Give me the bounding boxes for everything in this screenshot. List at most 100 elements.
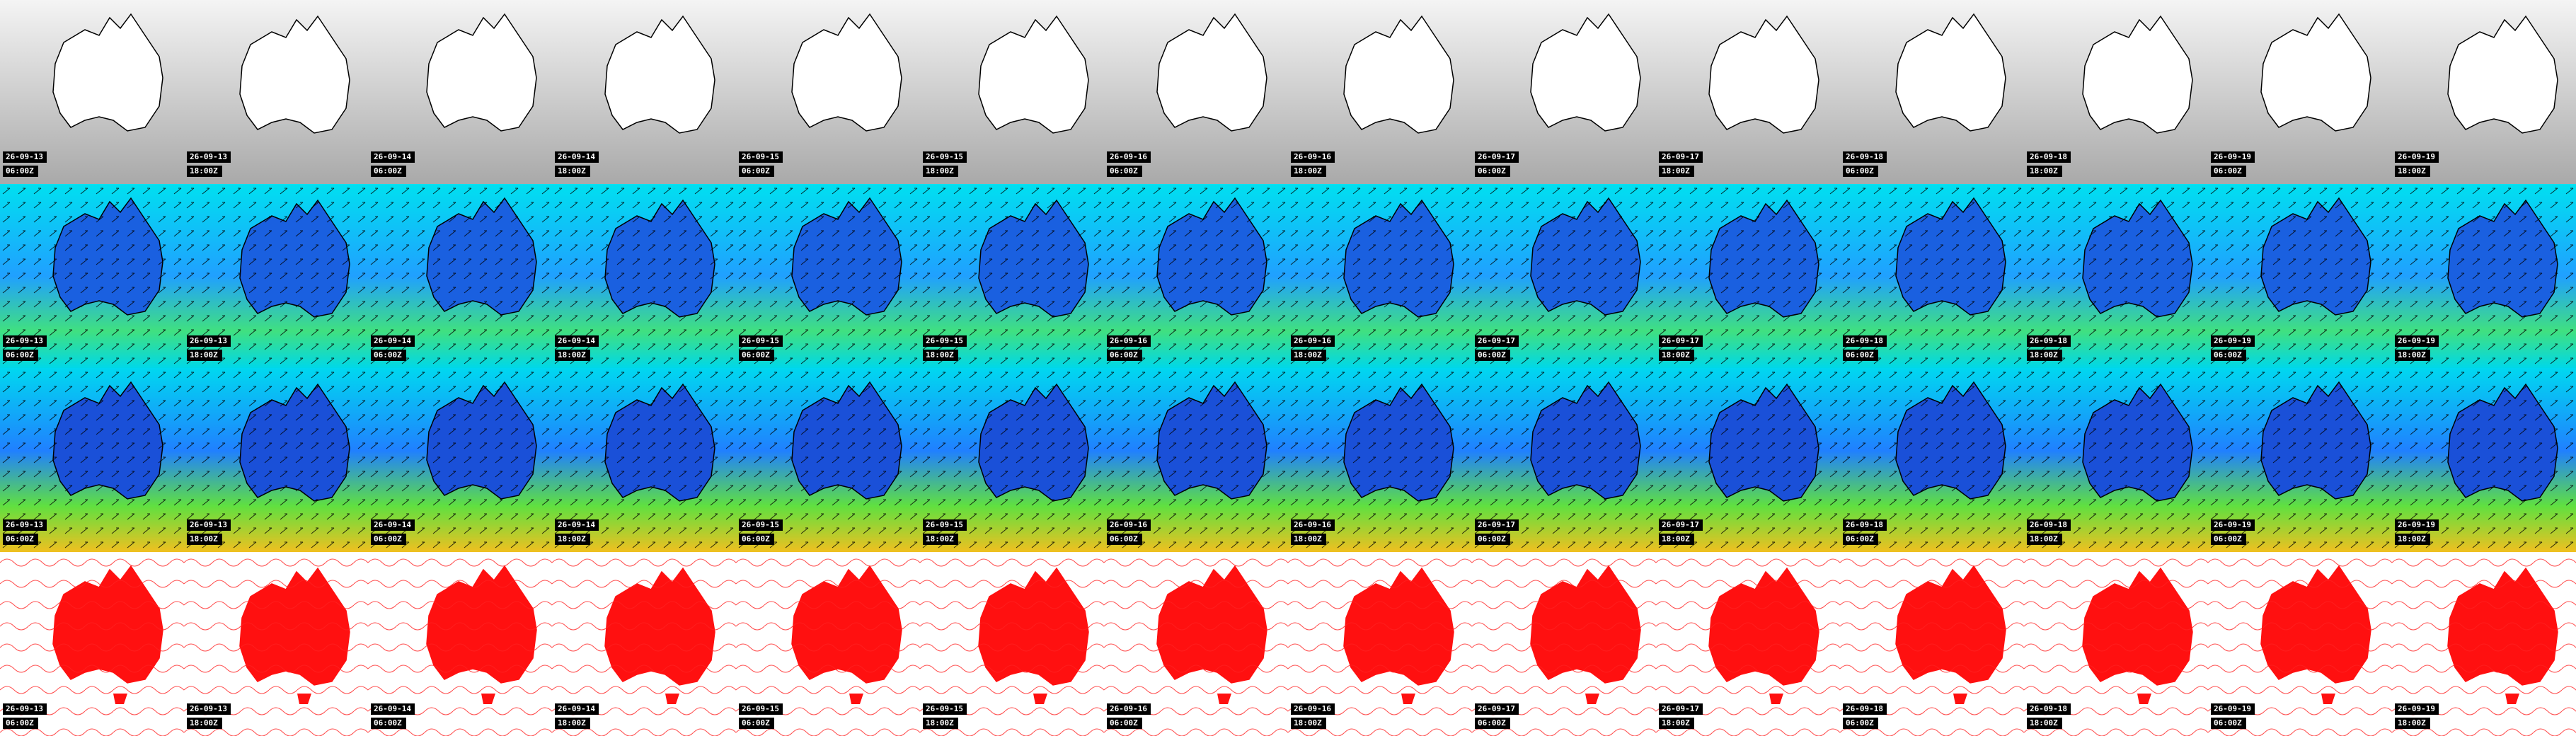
date-label: 26-09-14 xyxy=(558,704,595,713)
date-label: 26-09-18 xyxy=(2030,336,2067,345)
cloud-panel: 26-09-16 06:00Z xyxy=(1104,0,1288,184)
time-box xyxy=(1843,534,1878,545)
wind-panel: 26-09-19 06:00Z xyxy=(2208,184,2392,368)
time-label: 18:00Z xyxy=(2398,718,2426,728)
time-label: 18:00Z xyxy=(2398,534,2426,544)
gust-panel: 26-09-16 18:00Z xyxy=(1288,368,1472,552)
date-label: 26-09-14 xyxy=(374,520,411,529)
date-label: 26-09-17 xyxy=(1478,520,1515,529)
time-box xyxy=(2395,350,2430,361)
time-box xyxy=(1475,534,1510,545)
date-label: 26-09-19 xyxy=(2398,336,2435,345)
time-box xyxy=(2027,166,2062,177)
date-box xyxy=(2395,151,2439,163)
date-label: 26-09-16 xyxy=(1294,152,1331,161)
time-label: 18:00Z xyxy=(1294,350,1322,360)
time-box xyxy=(923,534,958,545)
time-box xyxy=(187,534,222,545)
date-box xyxy=(555,519,599,531)
time-label: 06:00Z xyxy=(1846,166,1874,176)
gust-panel: 26-09-17 18:00Z xyxy=(1656,368,1840,552)
time-box xyxy=(1107,350,1142,361)
time-box xyxy=(555,534,590,545)
gust-panel: 26-09-15 06:00Z xyxy=(736,368,920,552)
date-box xyxy=(3,335,47,347)
date-label: 26-09-19 xyxy=(2214,704,2251,713)
gust-panel: 26-09-18 18:00Z xyxy=(2024,368,2208,552)
date-box xyxy=(2211,519,2255,531)
date-box xyxy=(923,335,967,347)
cloud-panel: 26-09-16 18:00Z xyxy=(1288,0,1472,184)
date-box xyxy=(2211,703,2255,715)
wind-panel: 26-09-14 06:00Z xyxy=(368,184,552,368)
date-box xyxy=(3,703,47,715)
time-box xyxy=(1475,350,1510,361)
date-box xyxy=(1475,151,1519,163)
time-label: 06:00Z xyxy=(1846,534,1874,544)
date-box xyxy=(371,519,415,531)
pressure-panel: 26-09-15 18:00Z xyxy=(920,552,1104,736)
date-label: 26-09-16 xyxy=(1110,336,1147,345)
date-label: 26-09-17 xyxy=(1478,336,1515,345)
date-box xyxy=(1659,519,1703,531)
time-box xyxy=(739,350,774,361)
date-box xyxy=(739,703,783,715)
land xyxy=(52,13,163,132)
land xyxy=(1343,15,1454,134)
wind-panel: 26-09-13 18:00Z xyxy=(184,184,368,368)
date-label: 26-09-13 xyxy=(6,520,43,529)
date-label: 26-09-16 xyxy=(1110,704,1147,713)
date-label: 26-09-14 xyxy=(558,152,595,161)
time-box xyxy=(1107,718,1142,729)
date-box xyxy=(1107,703,1151,715)
time-label: 18:00Z xyxy=(1662,166,1690,176)
time-box xyxy=(2211,350,2246,361)
date-box xyxy=(2027,519,2071,531)
date-label: 26-09-19 xyxy=(2214,152,2251,161)
time-box xyxy=(187,166,222,177)
date-label: 26-09-19 xyxy=(2214,336,2251,345)
gust-panel: 26-09-14 06:00Z xyxy=(368,368,552,552)
date-box xyxy=(187,519,231,531)
date-label: 26-09-18 xyxy=(2030,520,2067,529)
date-label: 26-09-18 xyxy=(1846,520,1883,529)
wind-panel: 26-09-13 06:00Z xyxy=(0,184,184,368)
pressure-panel: 26-09-13 18:00Z xyxy=(184,552,368,736)
date-label: 26-09-17 xyxy=(1478,152,1515,161)
date-label: 26-09-16 xyxy=(1294,520,1331,529)
time-label: 18:00Z xyxy=(2030,350,2058,360)
time-label: 06:00Z xyxy=(2214,166,2242,176)
date-label: 26-09-15 xyxy=(742,152,779,161)
time-label: 18:00Z xyxy=(558,718,586,728)
gust-panel: 26-09-19 06:00Z xyxy=(2208,368,2392,552)
pressure-panel: 26-09-18 06:00Z xyxy=(1840,552,2024,736)
time-box xyxy=(1843,350,1878,361)
time-label: 18:00Z xyxy=(926,350,954,360)
date-label: 26-09-13 xyxy=(190,520,227,529)
pressure-panel: 26-09-16 18:00Z xyxy=(1288,552,1472,736)
date-label: 26-09-15 xyxy=(742,336,779,345)
gust-panel: 26-09-16 06:00Z xyxy=(1104,368,1288,552)
time-label: 18:00Z xyxy=(2030,166,2058,176)
date-box xyxy=(371,335,415,347)
time-label: 06:00Z xyxy=(6,718,34,728)
time-label: 06:00Z xyxy=(1478,166,1506,176)
time-box xyxy=(1659,534,1694,545)
wind-panel: 26-09-14 18:00Z xyxy=(552,184,736,368)
date-box xyxy=(739,519,783,531)
date-label: 26-09-14 xyxy=(374,336,411,345)
time-box xyxy=(187,718,222,729)
gust-panel: 26-09-17 06:00Z xyxy=(1472,368,1656,552)
time-box xyxy=(2211,718,2246,729)
date-label: 26-09-19 xyxy=(2214,520,2251,529)
time-label: 06:00Z xyxy=(742,350,770,360)
time-label: 18:00Z xyxy=(926,534,954,544)
cloud-panel: 26-09-17 18:00Z xyxy=(1656,0,1840,184)
date-box xyxy=(1475,519,1519,531)
wind-panel: 26-09-15 18:00Z xyxy=(920,184,1104,368)
land xyxy=(978,15,1089,134)
date-label: 26-09-18 xyxy=(1846,336,1883,345)
time-box xyxy=(555,166,590,177)
time-box xyxy=(1659,718,1694,729)
